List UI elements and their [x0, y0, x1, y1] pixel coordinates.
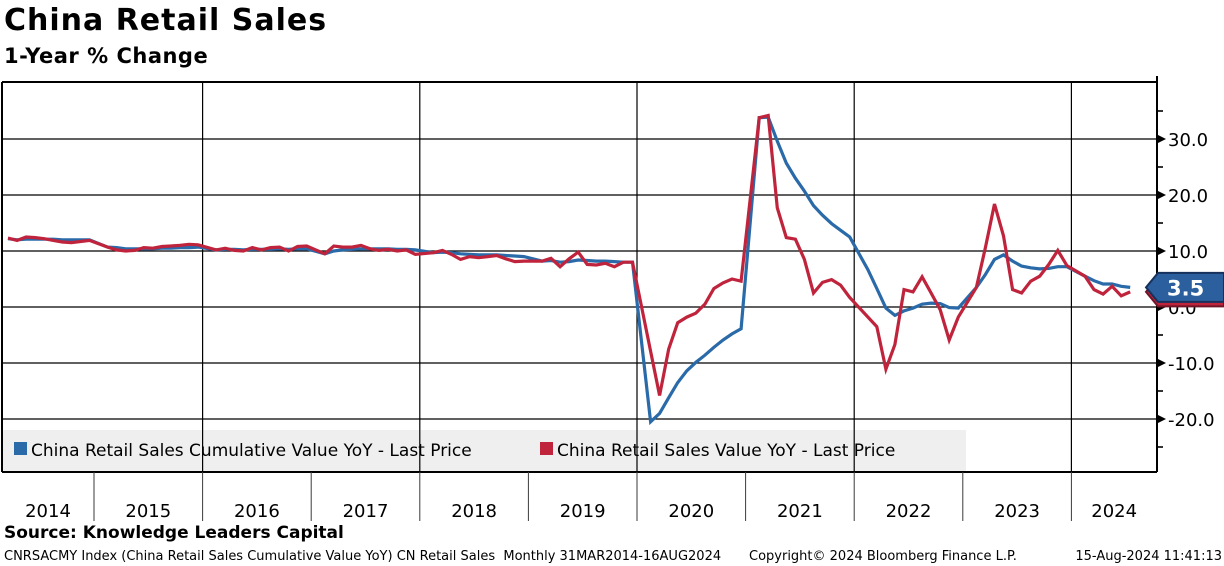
year-label: 2023 — [994, 501, 1040, 522]
y-major-tick-arrow — [1157, 246, 1166, 256]
year-label: 2018 — [451, 501, 497, 522]
year-label: 2014 — [25, 501, 71, 522]
y-major-tick-arrow — [1157, 134, 1166, 144]
y-tick-label: -10.0 — [1168, 354, 1215, 375]
legend-entry-value[interactable]: China Retail Sales Value YoY - Last Pric… — [540, 441, 895, 461]
year-label: 2019 — [560, 501, 606, 522]
legend-label-value: China Retail Sales Value YoY - Last Pric… — [557, 441, 895, 461]
year-label: 2017 — [343, 501, 389, 522]
timestamp: 15-Aug-2024 11:41:13 — [1075, 549, 1222, 564]
year-label: 2016 — [234, 501, 280, 522]
year-label: 2020 — [668, 501, 714, 522]
y-major-tick-arrow — [1157, 190, 1166, 200]
year-label: 2022 — [886, 501, 932, 522]
year-label: 2024 — [1091, 501, 1137, 522]
legend-label-cumulative: China Retail Sales Cumulative Value YoY … — [31, 441, 472, 461]
legend-swatch-blue — [14, 442, 27, 455]
last-value-badge-blue — [1144, 271, 1224, 303]
series-line-cumulative-yoy — [7, 115, 1131, 426]
year-label: 2021 — [777, 501, 823, 522]
y-tick-label: -20.0 — [1168, 410, 1215, 431]
copyright-notice: Copyright© 2024 Bloomberg Finance L.P. — [749, 549, 1017, 564]
y-tick-label: 10.0 — [1168, 242, 1208, 263]
year-label: 2015 — [125, 501, 171, 522]
source-line: Source: Knowledge Leaders Capital — [4, 523, 344, 543]
legend-swatch-red — [540, 442, 553, 455]
y-tick-label: 30.0 — [1168, 130, 1208, 151]
series-line-value-yoy — [7, 113, 1131, 396]
legend-entry-cumulative[interactable]: China Retail Sales Cumulative Value YoY … — [14, 441, 472, 461]
y-major-tick-arrow — [1157, 358, 1166, 368]
y-tick-label: 20.0 — [1168, 186, 1208, 207]
legend-background — [2, 430, 966, 471]
last-value-badge-label: 3.5 — [1167, 276, 1204, 300]
y-major-tick-arrow — [1157, 414, 1166, 424]
page-title: China Retail Sales — [4, 3, 328, 38]
ticker-description: CNRSACMY Index (China Retail Sales Cumul… — [4, 549, 722, 564]
page-subtitle: 1-Year % Change — [4, 44, 209, 68]
